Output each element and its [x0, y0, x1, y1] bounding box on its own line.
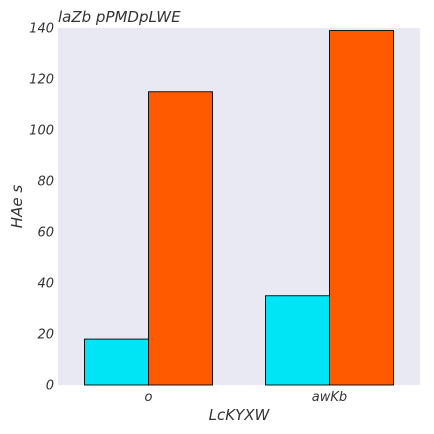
- y-tick-label: 140: [29, 22, 54, 37]
- chart-title: laZb pPMDpLWE: [58, 8, 181, 26]
- x-tick-label: awKb: [312, 390, 347, 405]
- y-tick-label: 100: [29, 124, 54, 139]
- bar-o-series-1: [84, 338, 149, 386]
- bars-group: [84, 30, 394, 386]
- y-tick-label: 80: [37, 175, 54, 190]
- x-tick-label: o: [145, 390, 153, 405]
- x-axis-ticks: o awKb: [145, 390, 348, 405]
- bar-o-series-2: [148, 91, 213, 386]
- y-axis-ticks: 0 20 40 60 80 100 120 140: [29, 22, 54, 394]
- x-axis-label: LcKYXW: [209, 406, 271, 424]
- y-tick-label: 20: [37, 328, 54, 343]
- y-axis-label: HAe s: [8, 185, 26, 229]
- bar-awKb-series-2: [329, 30, 394, 386]
- y-tick-label: 40: [37, 277, 54, 292]
- bar-awKb-series-1: [265, 295, 330, 386]
- y-tick-label: 60: [37, 226, 54, 241]
- y-tick-label: 120: [29, 73, 54, 88]
- y-tick-label: 0: [46, 379, 54, 394]
